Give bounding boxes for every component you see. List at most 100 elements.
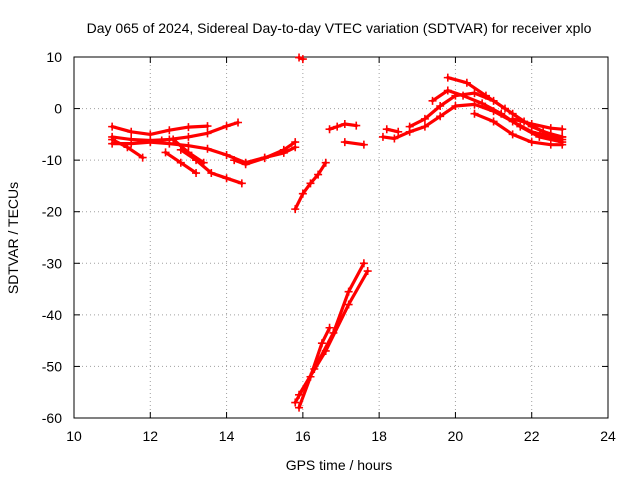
series-arc-16 — [295, 267, 372, 399]
data-point-marker — [291, 205, 300, 214]
data-point-marker — [497, 109, 506, 118]
x-tick-label: 24 — [600, 428, 616, 444]
data-point-marker — [363, 267, 372, 276]
data-point-marker — [340, 120, 349, 129]
data-point-marker — [165, 126, 174, 135]
series-line — [148, 140, 297, 165]
series-arc-4 — [108, 135, 147, 162]
series-arc-8 — [169, 135, 208, 167]
data-point-marker — [428, 96, 437, 105]
data-point-marker — [165, 139, 174, 148]
data-point-marker — [138, 153, 147, 162]
data-point-marker — [527, 138, 536, 147]
data-point-marker — [123, 143, 132, 152]
axis-ticks — [73, 56, 609, 419]
data-point-marker — [508, 114, 517, 123]
series-arc-10 — [295, 53, 307, 64]
data-point-marker — [420, 122, 429, 131]
y-tick-label: -10 — [42, 152, 62, 168]
data-point-marker — [340, 138, 349, 147]
data-point-marker — [260, 154, 269, 163]
data-point-marker — [291, 398, 300, 407]
data-point-marker — [527, 120, 536, 129]
data-point-marker — [127, 139, 136, 148]
x-tick-labels: 10 12 14 16 18 20 22 24 — [66, 428, 616, 444]
data-point-marker — [237, 179, 246, 188]
series-line — [297, 326, 332, 410]
x-tick-label: 16 — [295, 428, 311, 444]
series-arc-1 — [108, 122, 212, 139]
grid — [74, 57, 608, 418]
data-point-marker — [436, 101, 445, 110]
series-line — [297, 269, 370, 397]
series-arc-21 — [428, 86, 567, 147]
data-point-marker — [325, 125, 334, 134]
data-point-marker — [241, 160, 250, 169]
data-point-marker — [321, 158, 330, 167]
series-arc-11 — [291, 158, 330, 214]
data-point-marker — [508, 130, 517, 139]
y-axis-label: SDTVAR / TECUs — [5, 182, 21, 294]
series-arc-7 — [161, 148, 201, 178]
data-point-marker — [127, 127, 136, 136]
data-point-marker — [108, 122, 117, 131]
series-line — [110, 124, 210, 136]
data-point-marker — [203, 144, 212, 153]
data-point-marker — [333, 122, 342, 131]
y-tick-label: -50 — [42, 358, 62, 374]
series-line — [328, 122, 358, 131]
x-tick-label: 10 — [66, 428, 82, 444]
data-point-marker — [462, 78, 471, 87]
data-point-marker — [184, 141, 193, 150]
series-arc-12 — [325, 120, 361, 134]
y-tick-label: -30 — [42, 255, 62, 271]
data-point-marker — [478, 99, 487, 108]
data-point-marker — [108, 135, 117, 144]
data-point-marker — [222, 150, 231, 159]
y-tick-label: -60 — [42, 410, 62, 426]
data-point-marker — [203, 129, 212, 138]
data-point-marker — [184, 148, 193, 157]
data-point-marker — [539, 127, 548, 136]
data-point-marker — [558, 125, 567, 134]
data-point-marker — [295, 390, 304, 399]
data-point-marker — [203, 122, 212, 131]
data-point-marker — [295, 53, 304, 62]
series-arc-9 — [230, 138, 300, 169]
data-point-marker — [481, 91, 490, 100]
data-point-marker — [546, 140, 555, 149]
data-point-marker — [222, 174, 231, 183]
y-tick-label: -20 — [42, 204, 62, 220]
data-point-marker — [470, 109, 479, 118]
data-series — [108, 53, 567, 412]
x-axis-label: GPS time / hours — [286, 457, 393, 473]
data-point-marker — [546, 124, 555, 133]
series-arc-2 — [108, 118, 243, 145]
y-tick-labels: 10 0 -10 -20 -30 -40 -50 -60 — [42, 49, 62, 426]
data-point-marker — [321, 346, 330, 355]
x-tick-label: 12 — [142, 428, 158, 444]
data-point-marker — [501, 104, 510, 113]
data-point-marker — [184, 123, 193, 132]
data-point-marker — [558, 140, 567, 149]
data-point-marker — [317, 339, 326, 348]
data-point-marker — [516, 122, 525, 131]
series-arc-23 — [470, 109, 567, 149]
data-point-marker — [169, 135, 178, 144]
y-tick-label: -40 — [42, 307, 62, 323]
x-tick-label: 18 — [371, 428, 387, 444]
data-point-marker — [344, 287, 353, 296]
data-point-marker — [146, 138, 155, 147]
data-point-marker — [207, 169, 216, 178]
data-point-marker — [394, 127, 403, 136]
series-line — [430, 88, 564, 144]
data-point-marker — [306, 179, 315, 188]
series-line — [511, 117, 564, 131]
data-point-marker — [459, 91, 468, 100]
data-point-marker — [352, 121, 361, 130]
data-point-marker — [405, 122, 414, 131]
data-point-marker — [359, 140, 368, 149]
y-tick-label: 0 — [54, 101, 62, 117]
data-point-marker — [535, 132, 544, 141]
